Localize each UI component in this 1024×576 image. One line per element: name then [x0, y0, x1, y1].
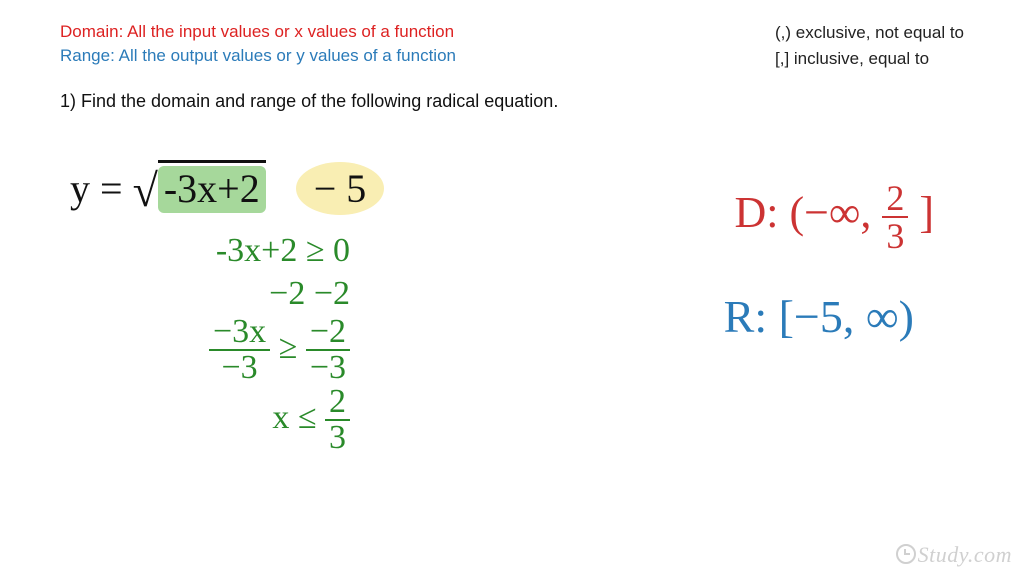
- watermark: Study.com: [896, 542, 1012, 568]
- work-line-4: x ≤ 23: [100, 385, 350, 455]
- equation-lhs: y =: [70, 166, 123, 211]
- range-answer: R: [−5, ∞): [724, 290, 914, 343]
- interval-notation-key: (,) exclusive, not equal to [,] inclusiv…: [775, 20, 964, 71]
- definitions: Domain: All the input values or x values…: [60, 20, 456, 68]
- equation: y = √-3x+2 − 5: [70, 160, 384, 217]
- paren-notation: (,) exclusive, not equal to: [775, 20, 964, 46]
- watermark-text: Study.com: [918, 542, 1012, 567]
- question-prompt: 1) Find the domain and range of the foll…: [0, 81, 1024, 112]
- inequality-work: -3x+2 ≥ 0 −2 −2 −3x−3 ≥ −2−3 x ≤ 23: [100, 230, 350, 455]
- clock-icon: [896, 544, 916, 564]
- domain-definition: Domain: All the input values or x values…: [60, 20, 456, 44]
- work-line-1: -3x+2 ≥ 0: [100, 230, 350, 273]
- equation-constant: − 5: [296, 162, 385, 215]
- radical-symbol: √: [133, 165, 158, 216]
- work-line-2: −2 −2: [100, 273, 350, 316]
- range-definition: Range: All the output values or y values…: [60, 44, 456, 68]
- domain-answer: D: (−∞, 23 ]: [735, 180, 935, 254]
- header: Domain: All the input values or x values…: [0, 0, 1024, 81]
- work-line-3: −3x−3 ≥ −2−3: [100, 315, 350, 385]
- bracket-notation: [,] inclusive, equal to: [775, 46, 964, 72]
- radicand: -3x+2: [158, 166, 266, 213]
